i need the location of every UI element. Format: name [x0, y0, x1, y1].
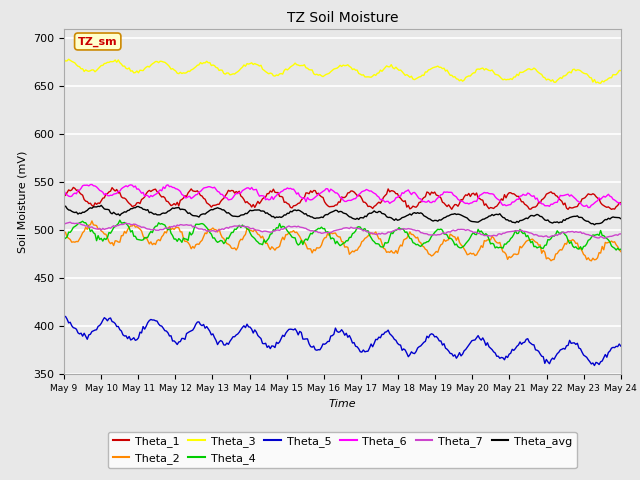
Text: TZ_sm: TZ_sm: [78, 36, 118, 47]
Y-axis label: Soil Moisture (mV): Soil Moisture (mV): [17, 150, 28, 253]
Legend: Theta_1, Theta_2, Theta_3, Theta_4, Theta_5, Theta_6, Theta_7, Theta_avg: Theta_1, Theta_2, Theta_3, Theta_4, Thet…: [108, 432, 577, 468]
X-axis label: Time: Time: [328, 399, 356, 408]
Title: TZ Soil Moisture: TZ Soil Moisture: [287, 11, 398, 25]
